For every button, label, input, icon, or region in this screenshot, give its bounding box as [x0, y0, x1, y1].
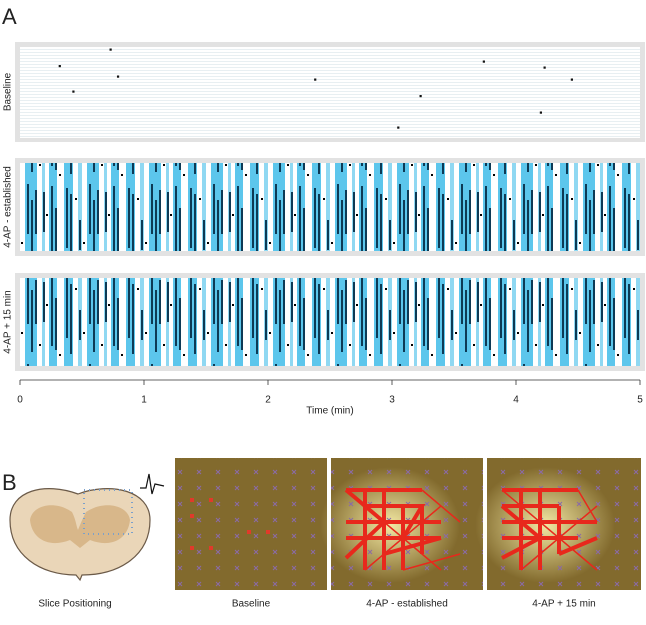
panel-label: A: [2, 4, 17, 29]
channel-lines: [20, 47, 640, 138]
spike: [397, 126, 400, 129]
panel-label: B: [2, 470, 17, 495]
spike: [539, 111, 542, 114]
spike: [543, 66, 546, 69]
caption: 4-AP + 15 min: [532, 599, 595, 610]
electrode-dots: [83, 489, 133, 535]
panel-y-label: Baseline: [3, 72, 14, 111]
caption: 4-AP - established: [366, 599, 448, 610]
caption: Baseline: [232, 599, 271, 610]
x-tick-label: 2: [265, 395, 271, 406]
x-tick-label: 3: [389, 395, 395, 406]
raster-texture: [20, 163, 640, 251]
spike: [482, 60, 485, 63]
network: [500, 488, 598, 571]
active-electrodes: [190, 498, 270, 550]
x-axis-label: Time (min): [306, 406, 353, 417]
panel-y-label: 4-AP + 15 min: [3, 290, 14, 353]
x-tick-label: 5: [637, 395, 643, 406]
spike: [570, 78, 573, 81]
electrode-grid: [175, 458, 327, 590]
x-tick-label: 0: [17, 395, 23, 406]
trace-icon: [140, 473, 165, 495]
grey-matter: [30, 505, 130, 548]
x-tick-label: 1: [141, 395, 147, 406]
raster-texture: [20, 278, 640, 366]
spike: [72, 90, 75, 93]
x-tick-label: 4: [513, 395, 519, 406]
spike: [109, 48, 112, 51]
panel-y-label: 4-AP - established: [3, 166, 14, 248]
network: [344, 488, 461, 571]
spike: [58, 65, 61, 68]
caption: Slice Positioning: [38, 599, 111, 610]
spike: [314, 78, 317, 81]
spike: [419, 95, 422, 98]
spike: [116, 75, 120, 78]
